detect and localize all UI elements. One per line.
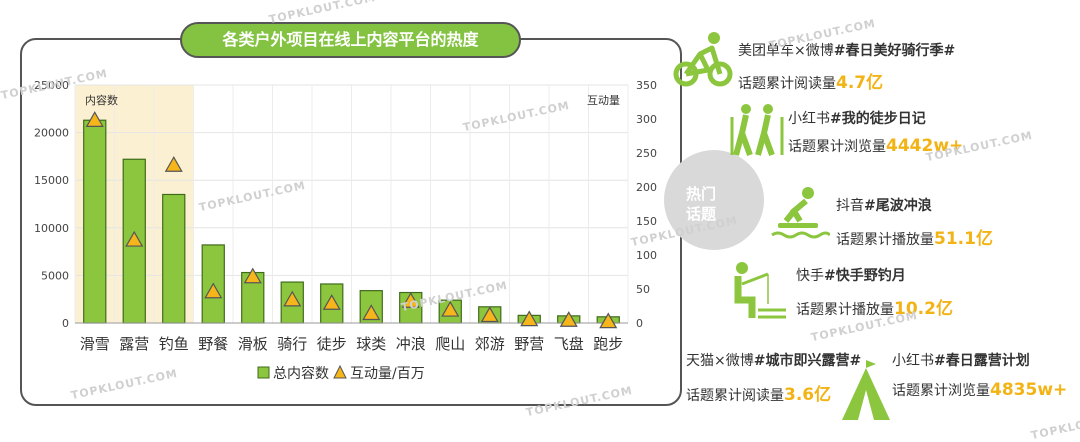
x-tick-label: 骑行 <box>277 335 307 353</box>
y-left-tick-label: 5000 <box>41 269 69 282</box>
watermark: TOPKLOUT.COM <box>1029 406 1080 442</box>
y-right-tick-label: 350 <box>636 79 657 92</box>
triangle-marker <box>401 292 420 308</box>
topic-1-tag: #春日美好骑行季# <box>833 43 956 59</box>
topic-6-platform: 小红书 <box>892 353 934 369</box>
y-left-tick-label: 15000 <box>34 174 69 187</box>
x-tick-label: 冲浪 <box>396 335 426 353</box>
triangle-marker <box>85 111 104 127</box>
topic-1: 美团单车×微博#春日美好骑行季# <box>738 40 955 60</box>
y-right-tick-label: 50 <box>636 283 650 296</box>
topic-2-platform: 小红书 <box>788 111 830 127</box>
y-right-tick-label: 150 <box>636 215 657 228</box>
triangle-marker <box>125 230 144 247</box>
surfing-icon <box>771 187 830 239</box>
topic-5: 天猫×微博#城市即兴露营# <box>686 350 861 370</box>
bar <box>83 119 107 324</box>
topic-1-platform: 美团单车×微博 <box>738 43 834 59</box>
x-tick-label: 露营 <box>119 335 149 353</box>
fishing-icon <box>734 262 786 319</box>
topic-3-value: 51.1亿 <box>934 229 993 249</box>
y-right-axis-label: 互动量 <box>587 94 620 107</box>
triangle-marker <box>480 306 499 323</box>
legend-swatch-bars <box>257 366 270 379</box>
y-right-tick-label: 100 <box>636 249 657 262</box>
topic-1-stat: 话题累计阅读量4.7亿 <box>738 68 883 93</box>
topic-3-metric: 话题累计播放量 <box>836 232 934 248</box>
x-tick-label: 野营 <box>514 335 544 353</box>
topic-4-metric: 话题累计播放量 <box>796 302 894 318</box>
topic-4: 快手#快手野钓月 <box>796 265 906 285</box>
y-left-tick-label: 20000 <box>34 127 69 140</box>
triangle-marker <box>441 300 460 317</box>
x-tick-label: 跑步 <box>593 335 623 353</box>
topic-4-platform: 快手 <box>796 268 824 284</box>
legend-label-triangles: 互动量/百万 <box>350 366 425 382</box>
triangle-marker <box>322 294 341 310</box>
triangle-marker <box>599 312 618 329</box>
x-tick-label: 飞盘 <box>554 335 584 353</box>
topic-4-tag: #快手野钓月 <box>824 268 906 284</box>
topic-1-metric: 话题累计阅读量 <box>738 76 836 92</box>
topic-4-stat: 话题累计播放量10.2亿 <box>796 294 953 319</box>
x-tick-label: 钓鱼 <box>159 335 189 353</box>
topic-1-value: 4.7亿 <box>836 73 884 93</box>
topic-2-stat: 话题累计浏览量4442w+ <box>788 136 963 156</box>
x-tick-label: 徒步 <box>317 335 347 353</box>
topic-5-stat: 话题累计阅读量3.6亿 <box>686 380 831 405</box>
topic-6-stat: 话题累计浏览量4835w+ <box>892 380 1067 400</box>
topic-6-value: 4835w+ <box>990 380 1068 400</box>
topic-3-platform: 抖音 <box>836 198 864 214</box>
y-right-tick-label: 0 <box>636 317 643 330</box>
chart-title: 各类户外项目在线上内容平台的热度 <box>180 22 521 58</box>
topic-6-tag: #春日露营计划 <box>934 353 1030 369</box>
triangle-marker <box>204 282 223 299</box>
topic-4-value: 10.2亿 <box>894 299 953 319</box>
x-tick-label: 野餐 <box>198 335 228 353</box>
triangle-marker <box>164 156 183 172</box>
legend-label-bars: 总内容数 <box>273 365 329 382</box>
topic-5-platform: 天猫×微博 <box>686 353 754 369</box>
topic-3-tag: #尾波冲浪 <box>864 198 932 214</box>
topic-2-tag: #我的徒步日记 <box>830 111 926 127</box>
y-left-axis-label: 内容数 <box>85 93 118 107</box>
x-tick-label: 球类 <box>356 335 386 353</box>
hot-label-1: 热门 <box>686 185 717 203</box>
topic-5-value: 3.6亿 <box>784 385 832 405</box>
topic-2-value: 4442w+ <box>886 136 964 156</box>
hot-topics-badge: 热门 话题 <box>664 150 764 250</box>
tent-icon <box>842 360 890 420</box>
bar <box>162 193 186 324</box>
triangle-marker <box>243 267 262 284</box>
x-tick-label: 滑板 <box>238 335 268 353</box>
x-tick-label: 郊游 <box>475 335 505 353</box>
topic-3: 抖音#尾波冲浪 <box>836 195 932 215</box>
triangle-marker <box>283 290 302 307</box>
cycling-icon <box>673 32 733 87</box>
triangle-marker <box>362 304 381 321</box>
hiking-icon <box>730 104 784 157</box>
x-tick-label: 滑雪 <box>80 335 110 353</box>
topic-6-metric: 话题累计浏览量 <box>892 383 990 399</box>
y-left-tick-label: 25000 <box>34 79 69 92</box>
topic-5-metric: 话题累计阅读量 <box>686 388 784 404</box>
topic-2: 小红书#我的徒步日记 <box>788 108 926 128</box>
y-right-tick-label: 200 <box>636 181 657 194</box>
bar-line-chart: 0 5000 10000 15000 20000 25000 0 50 100 150 200 250… <box>34 79 657 382</box>
topic-6: 小红书#春日露营计划 <box>892 350 1030 370</box>
triangle-marker <box>520 310 539 327</box>
x-tick-label: 爬山 <box>435 335 465 353</box>
triangle-marker <box>559 311 578 327</box>
y-right-tick-label: 300 <box>636 113 657 126</box>
legend-swatch-triangles <box>333 364 347 379</box>
hot-label-2: 话题 <box>686 205 717 223</box>
y-left-tick-label: 10000 <box>34 222 69 235</box>
y-right-tick-label: 250 <box>636 147 657 160</box>
topic-5-tag: #城市即兴露营# <box>753 353 862 369</box>
topic-3-stat: 话题累计播放量51.1亿 <box>836 224 993 249</box>
topic-2-metric: 话题累计浏览量 <box>788 139 886 155</box>
y-left-tick-label: 0 <box>62 317 69 330</box>
